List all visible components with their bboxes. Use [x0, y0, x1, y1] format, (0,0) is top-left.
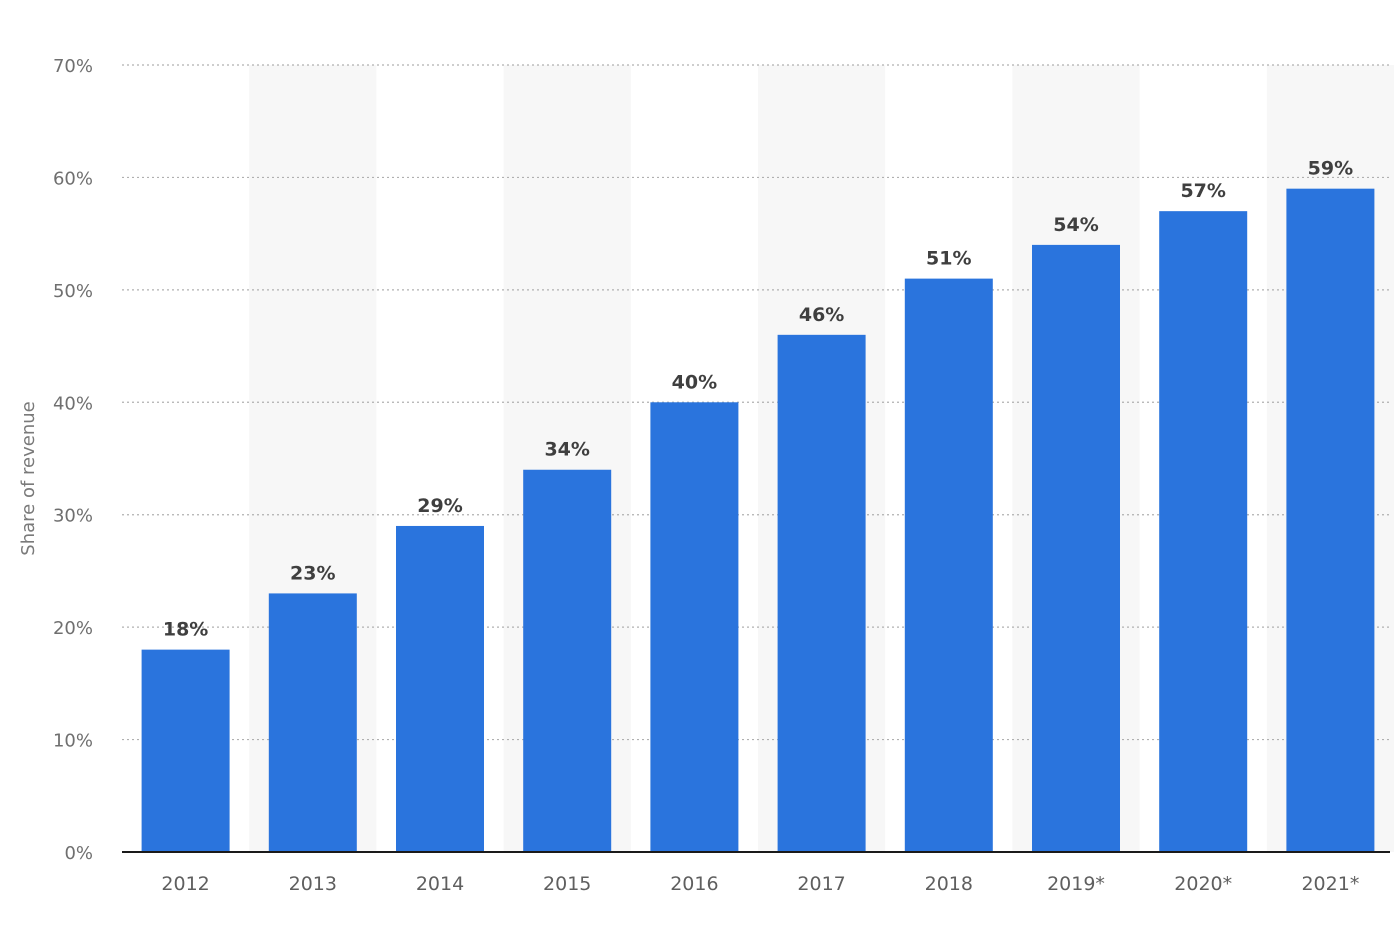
x-tick-label: 2020*	[1174, 873, 1232, 895]
y-axis-title: Share of revenue	[18, 401, 39, 555]
x-tick-label: 2019*	[1047, 873, 1105, 895]
y-tick-label: 10%	[53, 731, 93, 752]
x-tick-label: 2018	[925, 873, 973, 895]
x-tick-label: 2016	[670, 873, 718, 895]
data-label: 57%	[1180, 180, 1225, 202]
x-tick-label: 2013	[289, 873, 337, 895]
bar-2014	[396, 525, 484, 852]
data-labels: 18% 23% 29% 34% 40% 46% 51% 54% 57% 59%	[163, 158, 1353, 641]
data-label: 51%	[926, 248, 971, 270]
data-label: 46%	[799, 304, 844, 326]
bar-2020	[1159, 211, 1248, 852]
bar-2016	[650, 402, 739, 852]
x-tick-label: 2012	[161, 873, 209, 895]
y-tick-label: 50%	[53, 281, 93, 302]
data-label: 29%	[417, 495, 462, 517]
bar-2012	[141, 649, 230, 852]
bar-2021	[1286, 188, 1375, 852]
data-label: 59%	[1308, 158, 1353, 180]
x-tick-label: 2021*	[1301, 873, 1359, 895]
x-tick-label: 2017	[797, 873, 845, 895]
y-tick-label: 30%	[53, 506, 93, 527]
bar-2015	[523, 469, 612, 852]
data-label: 40%	[672, 371, 717, 393]
bar-2018	[904, 278, 993, 853]
y-tick-label: 70%	[53, 56, 93, 77]
bar-2017	[777, 334, 866, 852]
x-axis-ticks: 2012 2013 2014 2015 2016 2017 2018 2019* 2020* 20…	[161, 873, 1359, 895]
data-label: 18%	[163, 619, 208, 641]
data-label: 54%	[1053, 214, 1098, 236]
bar-2013	[268, 593, 357, 852]
y-tick-label: 0%	[64, 843, 93, 864]
y-axis-ticks: 0% 10% 20% 30% 40% 50% 60% 70%	[53, 56, 93, 864]
x-tick-label: 2015	[543, 873, 591, 895]
bars	[141, 188, 1375, 853]
x-tick-label: 2014	[416, 873, 464, 895]
y-tick-label: 40%	[53, 393, 93, 414]
data-label: 34%	[544, 439, 589, 461]
data-label: 23%	[290, 562, 335, 584]
bar-2019	[1032, 244, 1120, 852]
y-tick-label: 20%	[53, 618, 93, 639]
y-tick-label: 60%	[53, 168, 93, 189]
